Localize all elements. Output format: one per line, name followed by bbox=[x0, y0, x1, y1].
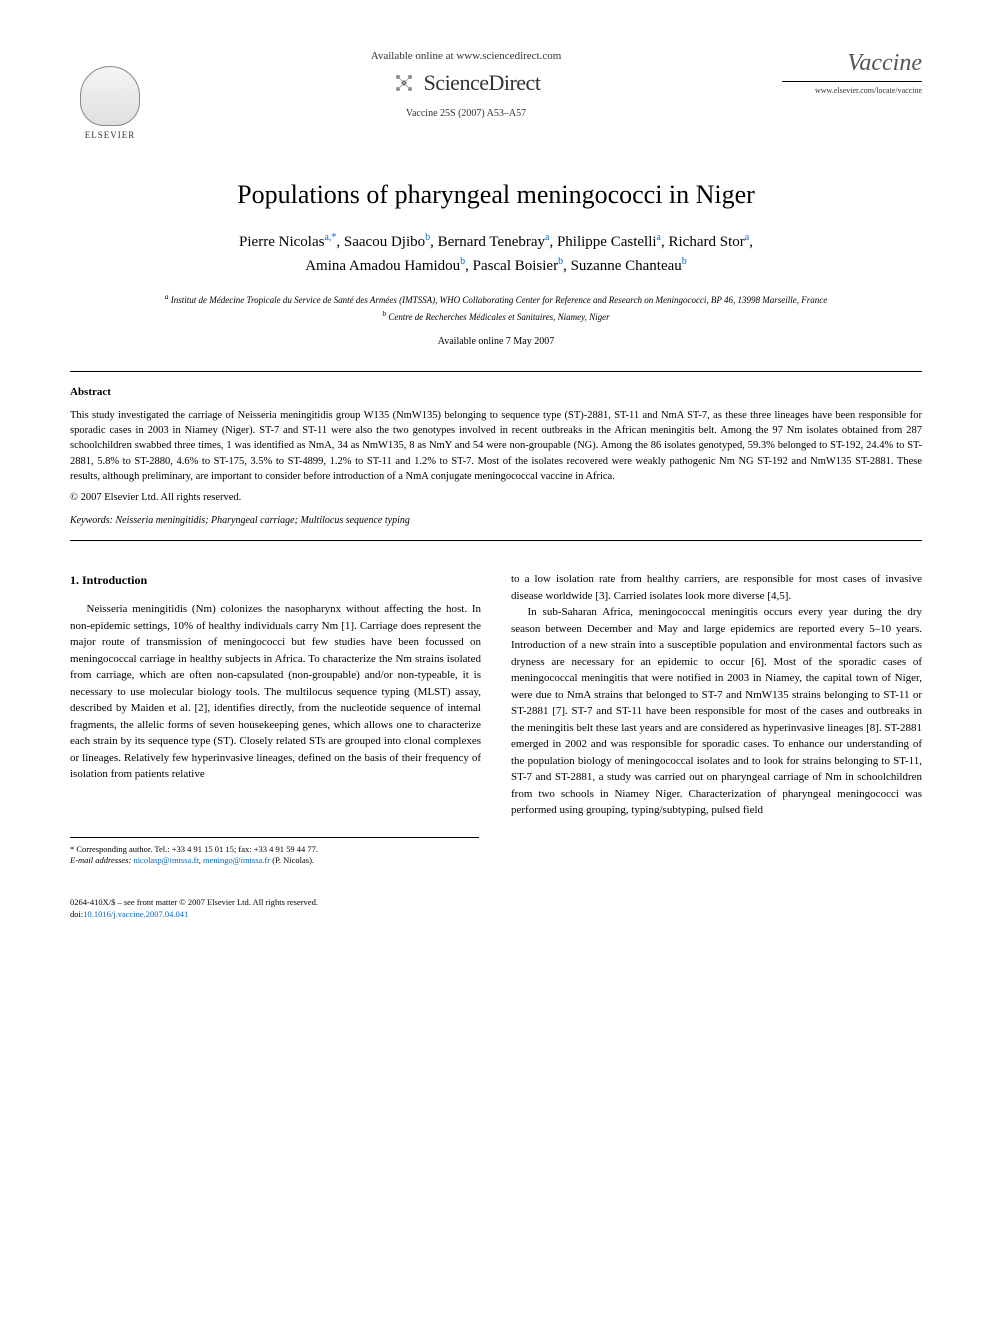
author: , Suzanne Chanteau bbox=[563, 258, 682, 274]
two-column-body: 1. Introduction Neisseria meningitidis (… bbox=[70, 571, 922, 819]
email-suffix: (P. Nicolas). bbox=[272, 855, 314, 865]
author: Amina Amadou Hamidou bbox=[305, 258, 460, 274]
body-paragraph: In sub-Saharan Africa, meningococcal men… bbox=[511, 604, 922, 819]
corresponding-author: * Corresponding author. Tel.: +33 4 91 1… bbox=[70, 844, 479, 856]
page-footer: 0264-410X/$ – see front matter © 2007 El… bbox=[70, 897, 922, 921]
keywords-items: Neisseria meningitidis; Pharyngeal carri… bbox=[115, 515, 409, 526]
email-line: E-mail addresses: nicolasp@imtssa.fr, me… bbox=[70, 855, 479, 867]
keywords-label: Keywords: bbox=[70, 515, 113, 526]
affiliation-a: Institut de Médecine Tropicale du Servic… bbox=[171, 295, 828, 305]
email-label: E-mail addresses: bbox=[70, 855, 131, 865]
front-matter-line: 0264-410X/$ – see front matter © 2007 El… bbox=[70, 897, 922, 909]
copyright-line: © 2007 Elsevier Ltd. All rights reserved… bbox=[70, 492, 922, 503]
author: , Bernard Tenebray bbox=[430, 234, 545, 250]
sciencedirect-row: ScienceDirect bbox=[170, 70, 762, 96]
sciencedirect-icon bbox=[392, 71, 416, 95]
doi-label: doi: bbox=[70, 909, 83, 919]
doi-link[interactable]: 10.1016/j.vaccine.2007.04.041 bbox=[83, 909, 188, 919]
section-heading: 1. Introduction bbox=[70, 571, 481, 589]
author: , Pascal Boisier bbox=[465, 258, 558, 274]
journal-citation: Vaccine 25S (2007) A53–A57 bbox=[170, 108, 762, 119]
center-header: Available online at www.sciencedirect.co… bbox=[150, 50, 782, 119]
email-link[interactable]: meningo@imtssa.fr bbox=[203, 855, 270, 865]
author: , Philippe Castelli bbox=[549, 234, 656, 250]
affiliation-b: Centre de Recherches Médicales et Sanita… bbox=[388, 312, 609, 322]
abstract-heading: Abstract bbox=[70, 386, 922, 398]
author-sep: , bbox=[749, 234, 753, 250]
author: , Richard Stor bbox=[661, 234, 745, 250]
body-paragraph: to a low isolation rate from healthy car… bbox=[511, 571, 922, 604]
doi-line: doi:10.1016/j.vaccine.2007.04.041 bbox=[70, 909, 922, 921]
journal-logo-block: Vaccine www.elsevier.com/locate/vaccine bbox=[782, 50, 922, 95]
author: Pierre Nicolas bbox=[239, 234, 324, 250]
abstract-text: This study investigated the carriage of … bbox=[70, 408, 922, 484]
elsevier-label: ELSEVIER bbox=[85, 130, 136, 140]
vaccine-url: www.elsevier.com/locate/vaccine bbox=[782, 86, 922, 95]
body-paragraph: Neisseria meningitidis (Nm) colonizes th… bbox=[70, 601, 481, 783]
footnotes: * Corresponding author. Tel.: +33 4 91 1… bbox=[70, 837, 479, 868]
authors-list: Pierre Nicolasa,*, Saacou Djibob, Bernar… bbox=[70, 230, 922, 277]
elsevier-tree-icon bbox=[80, 66, 140, 126]
sciencedirect-text: ScienceDirect bbox=[424, 70, 541, 96]
available-online-date: Available online 7 May 2007 bbox=[70, 336, 922, 347]
divider bbox=[70, 371, 922, 372]
right-column: to a low isolation rate from healthy car… bbox=[511, 571, 922, 819]
page-header: ELSEVIER Available online at www.science… bbox=[70, 50, 922, 140]
email-link[interactable]: nicolasp@imtssa.fr bbox=[133, 855, 198, 865]
keywords: Keywords: Neisseria meningitidis; Pharyn… bbox=[70, 515, 922, 526]
affiliations: a Institut de Médecine Tropicale du Serv… bbox=[70, 291, 922, 324]
divider bbox=[70, 540, 922, 541]
author: , Saacou Djibo bbox=[336, 234, 425, 250]
left-column: 1. Introduction Neisseria meningitidis (… bbox=[70, 571, 481, 819]
vaccine-logo: Vaccine bbox=[782, 50, 922, 82]
available-online-text: Available online at www.sciencedirect.co… bbox=[170, 50, 762, 62]
affil-sup: b bbox=[682, 256, 687, 267]
elsevier-logo: ELSEVIER bbox=[70, 50, 150, 140]
article-title: Populations of pharyngeal meningococci i… bbox=[70, 180, 922, 210]
